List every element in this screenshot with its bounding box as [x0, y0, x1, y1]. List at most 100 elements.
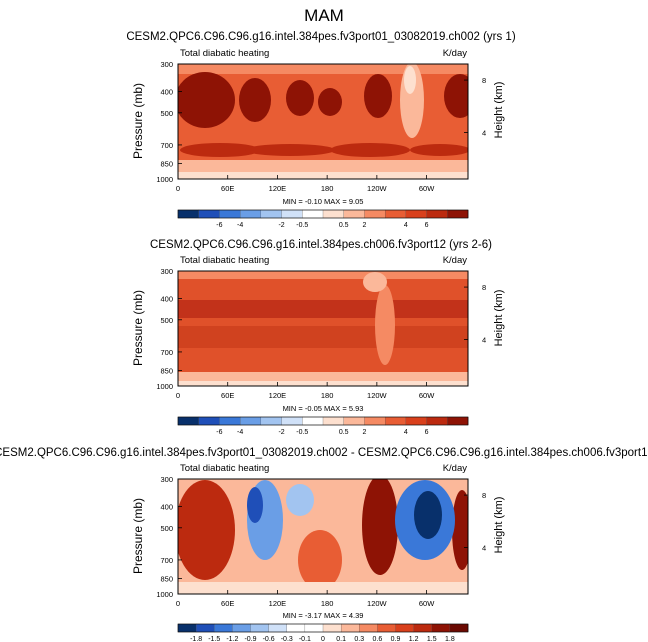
- heating-maximum: [318, 88, 342, 116]
- panel-3-heatmap: [178, 479, 468, 594]
- y-tick-label: 700: [160, 348, 173, 357]
- colorbar-swatch: [343, 209, 365, 219]
- field-band: [178, 381, 468, 386]
- colorbar-swatch: [239, 209, 262, 219]
- colorbar-frame: [177, 209, 469, 219]
- x-tick-label: 120E: [269, 391, 287, 400]
- panel-1-ylabel-right: Height (km): [493, 82, 505, 139]
- panel-2-ylabel: Pressure (mb): [131, 290, 145, 366]
- colorbar-frame: [177, 416, 469, 426]
- colorbar-label: 1.5: [427, 636, 437, 642]
- colorbar-swatch: [447, 209, 469, 219]
- colorbar-label: -0.6: [263, 636, 275, 642]
- y-tick-label: 850: [160, 366, 173, 375]
- height-tick-label: 4: [482, 129, 486, 138]
- field-band: [178, 271, 468, 279]
- colorbar-label: -4: [237, 429, 243, 436]
- colorbar-label: -0.5: [296, 429, 308, 436]
- negative-difference: [247, 487, 263, 523]
- x-tick-label: 120W: [367, 391, 388, 400]
- figure-title: MAM: [304, 6, 344, 25]
- heating-minimum: [404, 66, 416, 94]
- colorbar-swatch: [250, 623, 270, 633]
- panel-3-frame: [177, 478, 469, 595]
- positive-difference: [362, 479, 398, 575]
- y-tick-label: 850: [160, 159, 173, 168]
- panel-3-units: K/day: [443, 463, 468, 474]
- heating-maximum: [178, 72, 235, 128]
- panel-1-frame: [177, 63, 469, 180]
- colorbar-swatch: [447, 416, 469, 426]
- colorbar-swatch: [268, 623, 288, 633]
- colorbar-label: 0.9: [391, 636, 401, 642]
- colorbar-swatch: [426, 209, 448, 219]
- panel-1-stats: MIN = -0.10 MAX = 9.05: [283, 197, 364, 206]
- colorbar-label: 2: [362, 222, 366, 229]
- panel-3: CESM2.QPC6.C96.C96.g16.intel.384pes.fv3p…: [0, 447, 648, 642]
- x-tick-label: 60W: [419, 391, 435, 400]
- colorbar-label: -2: [278, 429, 284, 436]
- x-tick-label: 120W: [367, 599, 388, 608]
- x-tick-label: 60W: [419, 599, 435, 608]
- colorbar-swatch: [304, 623, 324, 633]
- y-tick-label: 1000: [156, 382, 173, 391]
- colorbar-swatch: [413, 623, 433, 633]
- x-tick-label: 180: [321, 391, 334, 400]
- colorbar-swatch: [281, 209, 303, 219]
- y-tick-label: 700: [160, 556, 173, 565]
- colorbar-label: -1.8: [190, 636, 202, 642]
- colorbar-swatch: [405, 209, 428, 219]
- y-tick-label: 1000: [156, 175, 173, 184]
- y-tick-label: 400: [160, 502, 173, 511]
- colorbar-label: -4: [237, 222, 243, 229]
- mid-level-heating: [178, 326, 468, 348]
- y-tick-label: 1000: [156, 590, 173, 599]
- colorbar-label: -1.5: [208, 636, 220, 642]
- x-tick-label: 180: [321, 599, 334, 608]
- panel-1-heatmap: [178, 64, 468, 179]
- y-tick-label: 850: [160, 574, 173, 583]
- colorbar-label: -6: [216, 222, 222, 229]
- x-tick-label: 0: [176, 184, 180, 193]
- colorbar-swatch: [405, 416, 428, 426]
- x-tick-label: 60W: [419, 184, 435, 193]
- colorbar-swatch: [198, 209, 220, 219]
- colorbar-label: 1.8: [445, 636, 455, 642]
- panel-3-title: CESM2.QPC6.C96.C96.g16.intel.384pes.fv3p…: [0, 447, 648, 459]
- negative-difference: [286, 484, 314, 516]
- x-tick-label: 0: [176, 599, 180, 608]
- height-tick-label: 8: [482, 491, 486, 500]
- positive-difference: [298, 530, 342, 590]
- panel-2-variable-label: Total diabatic heating: [180, 255, 269, 266]
- colorbar-label: -0.5: [296, 222, 308, 229]
- y-tick-label: 500: [160, 316, 173, 325]
- height-tick-label: 8: [482, 76, 486, 85]
- colorbar-label: 0: [321, 636, 325, 642]
- colorbar-label: -2: [278, 222, 284, 229]
- panel-3-ylabel-right: Height (km): [493, 497, 505, 554]
- colorbar-label: 1.2: [409, 636, 419, 642]
- y-tick-label: 400: [160, 87, 173, 96]
- colorbar-swatch: [322, 416, 345, 426]
- height-tick-label: 8: [482, 283, 486, 292]
- panel-1-ylabel: Pressure (mb): [131, 83, 145, 159]
- y-tick-label: 300: [160, 267, 173, 276]
- low-level-heating: [330, 143, 410, 157]
- colorbar-swatch: [364, 416, 386, 426]
- colorbar-label: 0.6: [373, 636, 383, 642]
- field-band: [178, 64, 468, 74]
- colorbar-swatch: [260, 209, 283, 219]
- x-tick-label: 120E: [269, 184, 287, 193]
- heating-minimum: [375, 285, 395, 365]
- y-tick-label: 500: [160, 109, 173, 118]
- x-tick-label: 120W: [367, 184, 388, 193]
- y-tick-label: 300: [160, 60, 173, 69]
- colorbar-label: 4: [404, 429, 408, 436]
- colorbar-label: 6: [425, 222, 429, 229]
- x-tick-label: 0: [176, 391, 180, 400]
- colorbar-label: 0.3: [354, 636, 364, 642]
